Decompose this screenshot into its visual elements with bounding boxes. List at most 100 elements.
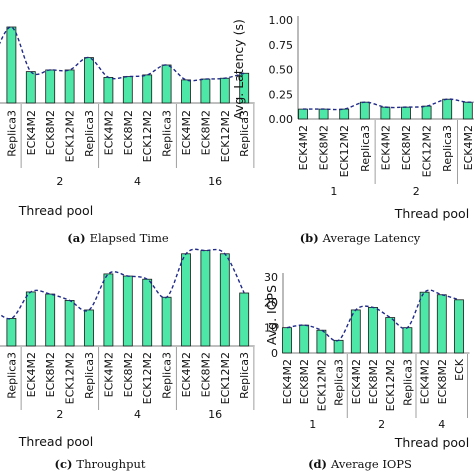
x-category-label: ECK12M2: [315, 359, 328, 411]
x-category-label: ECK12M2: [219, 352, 232, 404]
x-category-label: ECK12M2: [219, 110, 232, 162]
y-axis-label: Avg. Latency (s): [231, 19, 246, 120]
x-category-label: ECK8M2: [298, 359, 311, 404]
x-category-label: ECK4M2: [102, 352, 115, 397]
bar-c-4: [64, 300, 75, 347]
x-category-label: ECK12M2: [64, 110, 77, 162]
caption: (c) Throughput: [55, 457, 146, 471]
group-label: 4: [134, 408, 141, 421]
chart-panel-c: ECK12M2 Replica3 ECK4M2 ECK8M2 ECK12M2 Replic…: [0, 248, 255, 471]
y-tick-label: 0.75: [269, 39, 294, 52]
x-category-label: ECK8M2: [318, 125, 331, 170]
y-tick-label: 20: [264, 296, 278, 309]
x-category-label: Replica3: [161, 352, 174, 399]
caption: (a) Elapsed Time: [67, 231, 169, 245]
bar-c-7: [122, 275, 133, 347]
bar-b-1: [318, 108, 329, 120]
bar-d-5: [368, 306, 378, 354]
x-category-label: Replica3: [5, 110, 18, 157]
bar-a-5: [84, 57, 94, 104]
x-category-label: ECK4M2: [281, 359, 294, 404]
bar-c-12: [219, 253, 230, 347]
y-tick-label: 30: [264, 271, 278, 284]
bar-d-0: [282, 327, 292, 354]
group-label: 16: [208, 175, 222, 188]
bar-c-5: [84, 309, 94, 347]
bar-b-0: [298, 108, 308, 120]
y-tick-label: 0.00: [269, 113, 294, 126]
x-category-label: ECK12M2: [141, 110, 154, 162]
x-category-label: ECK8M2: [400, 125, 413, 170]
bar-c-6: [103, 273, 114, 347]
bar-a-3: [45, 69, 56, 104]
y-tick-label: 10: [264, 322, 278, 335]
bar-d-3: [333, 339, 344, 354]
group-label: 1: [330, 185, 337, 198]
caption-tag: (a): [67, 231, 89, 245]
x-category-label: Replica3: [5, 352, 18, 399]
group-label: 4: [438, 418, 445, 431]
x-category-label: ECK4M2: [419, 359, 432, 404]
trend-line-a: [0, 26, 245, 82]
x-category-label: ECK8M2: [436, 359, 449, 404]
caption: (b) Average Latency: [300, 231, 421, 245]
bar-b-4: [380, 106, 391, 120]
group-label: 16: [208, 408, 222, 421]
bar-c-1: [6, 318, 17, 347]
bar-d-6: [385, 317, 396, 354]
x-category-label: ECK4M2: [462, 125, 474, 170]
x-category-label: Replica3: [83, 352, 96, 399]
group-label: 2: [413, 185, 420, 198]
x-category-label: ECK8M2: [199, 352, 212, 397]
x-category-label: ECK12M2: [421, 125, 434, 177]
x-category-label: ECK8M2: [367, 359, 380, 404]
x-category-label: ECK4M2: [379, 125, 392, 170]
x-category-label: ECK4M2: [350, 359, 363, 404]
x-category-label: ECK8M2: [44, 110, 57, 155]
y-tick-label: 0: [271, 347, 278, 360]
group-label: 2: [56, 175, 63, 188]
x-category-label: Replica3: [401, 359, 414, 406]
bar-b-3: [359, 101, 370, 120]
trend-line-c: [0, 248, 245, 320]
x-category-label: ECK4M2: [25, 110, 38, 155]
bar-b-5: [401, 106, 411, 120]
caption-tag: (b): [300, 231, 323, 245]
bar-d-7: [402, 327, 413, 354]
caption-text: Throughput: [76, 457, 145, 471]
chart-panel-a: ECK12M2 Replica3 ECK4M2 ECK8M2 ECK12M2 Replic…: [0, 26, 255, 245]
caption-text: Elapsed Time: [90, 231, 169, 245]
caption-text: Average Latency: [322, 231, 421, 245]
x-category-label: Replica3: [238, 110, 251, 157]
x-category-label: ECK4M2: [180, 352, 193, 397]
bar-a-2: [25, 71, 36, 104]
x-category-label: ECK4M2: [297, 125, 310, 170]
x-axis-label: Thread pool: [394, 435, 469, 450]
bar-b-6: [421, 105, 432, 120]
bar-d-2: [316, 329, 327, 354]
x-category-label: ECK8M2: [199, 110, 212, 155]
x-category-label: ECK4M2: [180, 110, 193, 155]
caption-tag: (c): [55, 457, 77, 471]
bar-a-6: [103, 76, 114, 104]
x-category-label: ECK8M2: [122, 352, 135, 397]
y-tick-label: 1.00: [269, 14, 294, 27]
bar-c-10: [181, 253, 191, 347]
bar-c-9: [161, 296, 172, 347]
x-category-label: ECK8M2: [122, 110, 135, 155]
x-category-label: ECK4M2: [25, 352, 38, 397]
bar-a-8: [142, 74, 153, 104]
bar-b-2: [339, 108, 350, 120]
x-category-label: ECK12M2: [338, 125, 351, 177]
x-category-label: Replica3: [441, 125, 454, 172]
x-category-label: Replica3: [359, 125, 372, 172]
bar-c-11: [200, 250, 211, 347]
x-category-label: ECK: [453, 358, 466, 381]
bar-a-1: [6, 26, 17, 104]
bar-b-8: [462, 101, 473, 120]
bar-a-9: [161, 64, 172, 104]
bar-d-9: [436, 294, 447, 354]
x-category-label: Replica3: [333, 359, 346, 406]
